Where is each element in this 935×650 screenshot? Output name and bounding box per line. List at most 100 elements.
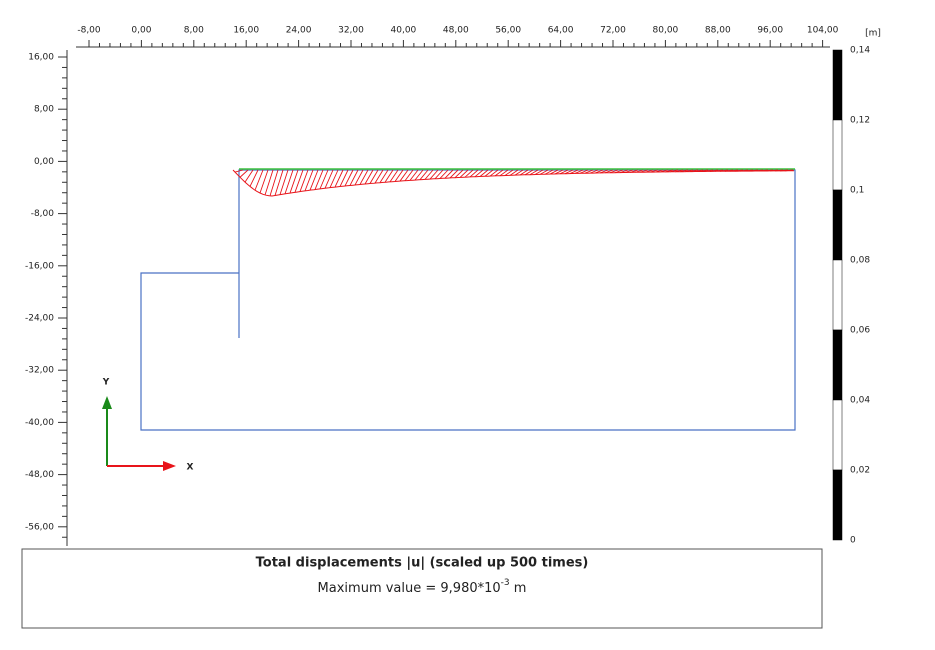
top-tick-label: 0,00: [131, 26, 151, 36]
left-tick-label: -56,00: [25, 522, 54, 532]
hatch-line: [429, 169, 439, 180]
scale-label: 0,14: [850, 46, 870, 56]
left-tick-label: -48,00: [25, 470, 54, 480]
left-tick-label: -32,00: [25, 366, 54, 376]
hatch-line: [329, 169, 339, 188]
hatch-line: [364, 169, 374, 185]
hatch-line: [524, 169, 534, 176]
hatch-line: [379, 169, 389, 183]
y-axis-label: Y: [102, 378, 110, 388]
deformed-curve: [232, 169, 794, 197]
hatch-line: [404, 169, 414, 181]
hatch-line: [394, 169, 404, 182]
model-geometry: [140, 169, 796, 431]
top-tick-label: 88,00: [705, 26, 731, 36]
top-tick-label: 72,00: [600, 26, 626, 36]
value-exponent: -3: [501, 578, 510, 588]
y-arrowhead: [102, 396, 112, 409]
left-tick-label: -16,00: [25, 261, 54, 271]
left-tick-label: 0,00: [34, 157, 54, 167]
hatch-line: [274, 169, 284, 196]
x-axis-label: X: [187, 463, 194, 473]
hatch-line: [569, 169, 579, 174]
top-tick-label: 56,00: [495, 26, 521, 36]
hatch-line: [309, 169, 319, 191]
top-tick-label: 8,00: [184, 26, 204, 36]
model-boundary: [140, 169, 796, 431]
top-tick-label: -8,00: [77, 26, 101, 36]
hatch-line: [474, 169, 484, 178]
hatch-line: [294, 169, 304, 193]
hatch-line: [559, 169, 569, 175]
hatch-line: [499, 169, 509, 177]
left-tick-label: -8,00: [31, 209, 55, 219]
scale-segment: [832, 189, 843, 261]
left-tick-label: -40,00: [25, 418, 54, 428]
hatch-line: [509, 169, 519, 176]
scale-segment: [832, 49, 843, 121]
left-tick-label: 8,00: [34, 105, 54, 115]
hatch-line: [489, 169, 499, 177]
scale-segment: [832, 399, 843, 471]
hatch-line: [249, 169, 259, 187]
scale-label: 0: [850, 536, 856, 546]
hatch-line: [409, 169, 419, 181]
hatch-line: [344, 169, 354, 187]
hatch-line: [339, 169, 349, 187]
hatch-line: [514, 169, 524, 176]
hatch-line: [579, 169, 589, 174]
x-arrowhead: [163, 461, 176, 471]
hatch-line: [349, 169, 359, 186]
hatch-line: [549, 169, 559, 175]
hatch-line: [234, 169, 244, 173]
hatch-line: [469, 169, 479, 178]
hatch-line: [314, 169, 324, 190]
caption-box: [21, 548, 823, 629]
scale-label: 0,08: [850, 256, 870, 266]
hatch-line: [244, 169, 254, 183]
hatch-line: [254, 169, 264, 191]
hatch-line: [239, 169, 249, 178]
hatch-line: [519, 169, 529, 176]
hatch-line: [304, 169, 314, 192]
scale-segment: [832, 329, 843, 401]
top-tick-label: 16,00: [233, 26, 259, 36]
scale-segment: [832, 259, 843, 331]
hatch-line: [484, 169, 494, 177]
left-tick-label: -24,00: [25, 314, 54, 324]
hatch-line: [369, 169, 379, 184]
scale-segment: [832, 119, 843, 191]
hatch-line: [384, 169, 394, 183]
hatch-line: [534, 169, 544, 175]
scale-label: 0,12: [850, 116, 870, 126]
hatch-line: [544, 169, 554, 175]
hatch-line: [269, 169, 279, 197]
top-tick-label: 104,00: [807, 26, 839, 36]
hatch-line: [504, 169, 514, 176]
scale-label: 0,02: [850, 466, 870, 476]
top-tick-label: 40,00: [391, 26, 417, 36]
hatch-line: [444, 169, 454, 179]
value-text: Maximum value = 9,980*10: [318, 581, 501, 596]
hatch-line: [479, 169, 489, 177]
hatch-line: [324, 169, 334, 189]
hatch-line: [494, 169, 504, 177]
hatch-line: [554, 169, 564, 175]
hatch-line: [539, 169, 549, 175]
hatch-line: [284, 169, 294, 194]
color-scale: 0,14 0,12 0,1 0,08 0,06 0,04 0,02 0: [832, 46, 870, 546]
hatch-line: [389, 169, 399, 183]
left-tick-label: 16,00: [28, 53, 54, 63]
hatch-line: [464, 169, 474, 178]
value-unit: m: [510, 581, 527, 596]
hatch-line: [334, 169, 344, 188]
top-tick-label: 64,00: [548, 26, 574, 36]
hatch-line: [414, 169, 424, 181]
scale-label: 0,1: [850, 186, 864, 196]
hatch-line: [264, 169, 274, 196]
top-tick-label: 80,00: [653, 26, 679, 36]
hatch-line: [454, 169, 464, 179]
hatch-line: [354, 169, 364, 186]
